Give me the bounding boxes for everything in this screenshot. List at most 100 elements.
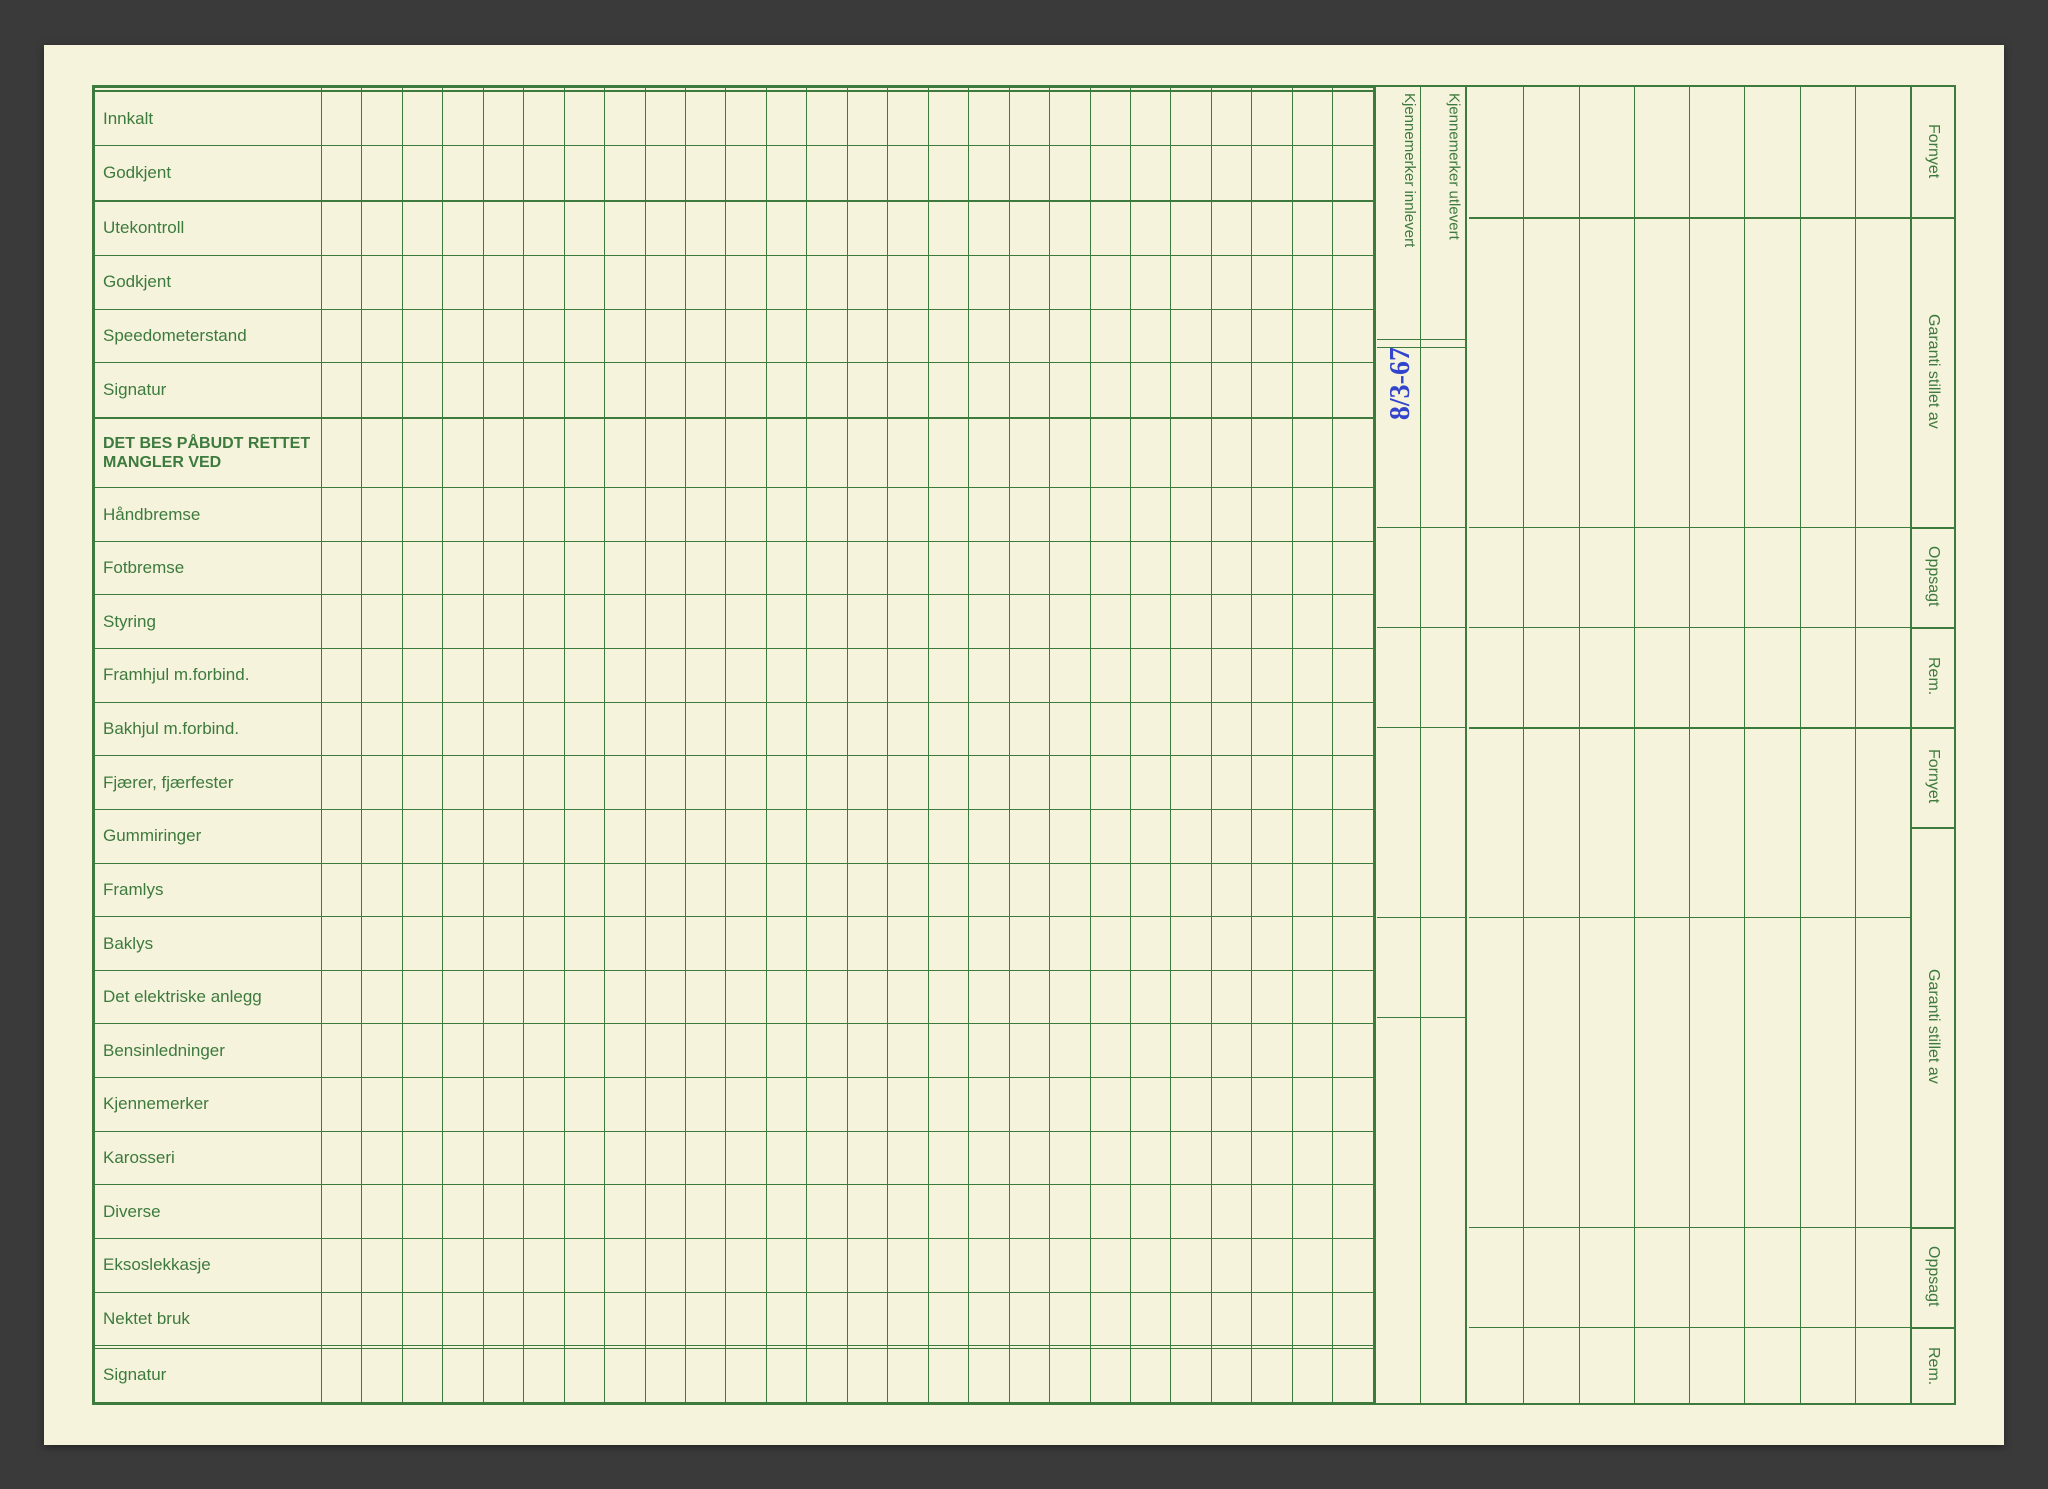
grid-cell xyxy=(928,1292,968,1346)
grid-cell xyxy=(766,702,806,756)
grid-cell xyxy=(1252,917,1292,971)
form-border: InnkaltGodkjentUtekontrollGodkjentSpeedo… xyxy=(92,85,1956,1405)
grid-cell xyxy=(362,863,402,917)
grid-cell xyxy=(766,1292,806,1346)
main-grid: InnkaltGodkjentUtekontrollGodkjentSpeedo… xyxy=(94,87,1376,1403)
grid-cell xyxy=(524,309,564,363)
grid-cell xyxy=(362,1024,402,1078)
grid-cell xyxy=(321,1348,361,1402)
grid-cell xyxy=(402,363,442,418)
grid-cell xyxy=(564,146,604,201)
grid-cell xyxy=(524,256,564,310)
grid-cell xyxy=(1292,488,1332,542)
grid-cell xyxy=(321,418,361,488)
grid-cell xyxy=(1252,863,1292,917)
grid-cell xyxy=(969,541,1009,595)
grid-cell xyxy=(847,595,887,649)
grid-cell xyxy=(443,1292,483,1346)
grid-cell xyxy=(685,201,725,256)
grid-cell xyxy=(645,595,685,649)
inspection-card: InnkaltGodkjentUtekontrollGodkjentSpeedo… xyxy=(44,45,2004,1445)
right-divider xyxy=(1801,1227,1855,1228)
grid-cell xyxy=(1009,1348,1049,1402)
grid-cell xyxy=(969,1024,1009,1078)
grid-cell xyxy=(564,809,604,863)
grid-cell xyxy=(645,809,685,863)
grid-cell xyxy=(847,649,887,703)
grid-cell xyxy=(1009,363,1049,418)
grid-cell xyxy=(321,917,361,971)
grid-cell xyxy=(1050,809,1090,863)
grid-cell xyxy=(888,541,928,595)
grid-cell xyxy=(928,917,968,971)
grid-cell xyxy=(685,649,725,703)
grid-cell xyxy=(1211,863,1251,917)
grid-cell xyxy=(969,917,1009,971)
grid-cell xyxy=(483,1348,523,1402)
grid-cell xyxy=(807,91,847,146)
grid-cell xyxy=(362,1238,402,1292)
grid-cell xyxy=(1252,1078,1292,1132)
grid-cell xyxy=(645,649,685,703)
grid-cell xyxy=(605,756,645,810)
right-divider xyxy=(1856,627,1910,628)
grid-cell xyxy=(969,1238,1009,1292)
grid-cell xyxy=(443,595,483,649)
right-divider xyxy=(1469,627,1523,628)
grid-cell xyxy=(1211,1131,1251,1185)
grid-cell xyxy=(807,256,847,310)
grid-cell xyxy=(847,488,887,542)
grid-cell xyxy=(1333,917,1374,971)
grid-cell xyxy=(1292,970,1332,1024)
right-divider xyxy=(1635,1227,1689,1228)
grid-cell xyxy=(726,970,766,1024)
grid-cell xyxy=(685,418,725,488)
row-label: Håndbremse xyxy=(95,488,322,542)
grid-cell xyxy=(443,541,483,595)
grid-cell xyxy=(847,1185,887,1239)
grid-cell xyxy=(969,146,1009,201)
grid-cell xyxy=(685,917,725,971)
grid-cell xyxy=(1050,541,1090,595)
right-divider xyxy=(1580,627,1634,628)
grid-cell xyxy=(928,541,968,595)
right-divider xyxy=(1524,727,1578,729)
grid-cell xyxy=(1009,1024,1049,1078)
grid-cell xyxy=(605,1185,645,1239)
kjenne-divider xyxy=(1377,727,1421,728)
grid-cell xyxy=(1090,418,1130,488)
grid-cell xyxy=(1333,256,1374,310)
grid-cell xyxy=(524,595,564,649)
row-label: Godkjent xyxy=(95,256,322,310)
kjenne-innlevert-col: Kjennemerker innlevert 8/3-67 xyxy=(1377,87,1422,1403)
grid-cell xyxy=(1252,1185,1292,1239)
right-divider xyxy=(1580,527,1634,528)
grid-cell xyxy=(1171,541,1211,595)
grid-cell xyxy=(1009,1292,1049,1346)
right-divider xyxy=(1745,1227,1799,1228)
grid-cell xyxy=(321,201,361,256)
grid-cell xyxy=(321,488,361,542)
right-divider xyxy=(1580,217,1634,219)
grid-cell xyxy=(564,970,604,1024)
grid-cell xyxy=(1050,363,1090,418)
right-divider xyxy=(1580,917,1634,918)
right-col xyxy=(1690,87,1745,1403)
grid-cell xyxy=(564,756,604,810)
grid-cell xyxy=(847,256,887,310)
right-col xyxy=(1524,87,1579,1403)
grid-cell xyxy=(969,1185,1009,1239)
grid-cell xyxy=(402,146,442,201)
grid-cell xyxy=(807,418,847,488)
grid-cell xyxy=(1292,1292,1332,1346)
kjenne-divider xyxy=(1421,917,1465,918)
grid-cell xyxy=(1211,146,1251,201)
grid-cell xyxy=(645,91,685,146)
grid-cell xyxy=(1211,309,1251,363)
grid-cell xyxy=(524,863,564,917)
right-col xyxy=(1856,87,1912,1403)
right-block xyxy=(1469,87,1912,1403)
grid-cell xyxy=(1090,363,1130,418)
right-divider xyxy=(1524,917,1578,918)
grid-cell xyxy=(685,970,725,1024)
